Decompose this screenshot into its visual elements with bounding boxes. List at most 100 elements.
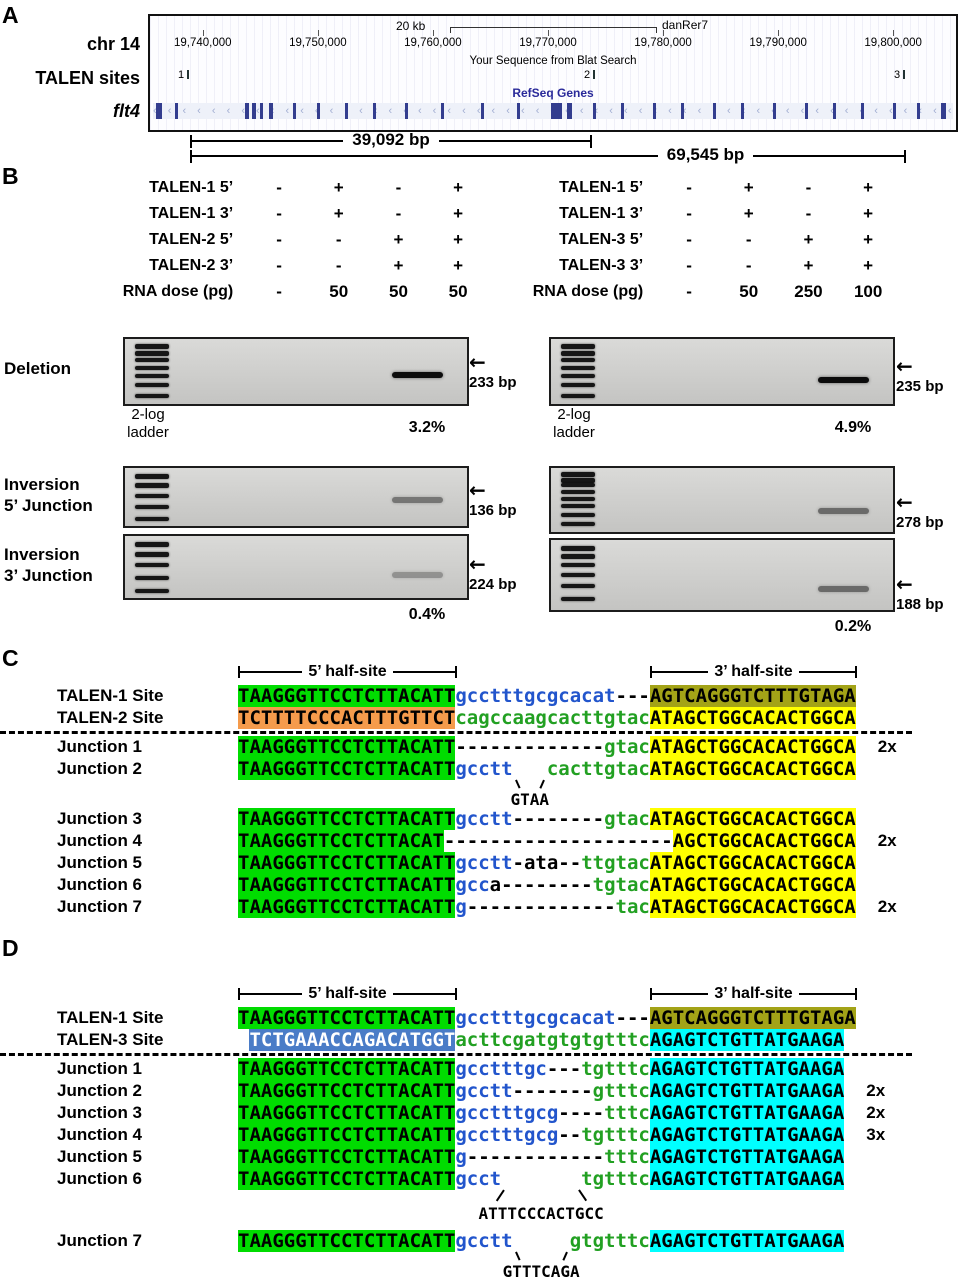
insertion-line-right-icon <box>539 779 545 789</box>
ladder-band <box>561 563 596 568</box>
half-site-header-5prime: 5’ half-site <box>238 663 457 681</box>
condition-value: + <box>863 256 874 275</box>
panel-c-letter: C <box>2 645 19 671</box>
exon-block <box>713 103 716 119</box>
exon-block <box>293 103 296 119</box>
sequence: TAAGGGTTCCTCTTACATT gcctt ------- gtttc AGAG… <box>238 1080 845 1102</box>
bracket-end-tick <box>455 666 457 678</box>
alignment-row: Junction 1 TAAGGGTTCCTCTTACATT gcctttgc ---… <box>0 1058 965 1080</box>
deletion-label: Deletion <box>4 359 72 378</box>
sequence-segment: ttgtac <box>581 852 650 874</box>
condition-value: - <box>276 178 282 197</box>
sequence-segment: ---- <box>558 1102 605 1124</box>
bracket-line <box>652 993 709 995</box>
alignment-row: Junction 3 TAAGGGTTCCTCTTACATT gcctttgcg --… <box>0 1102 965 1124</box>
sequence-segment: ATAGCTGGCACACTGGCA <box>649 852 856 874</box>
sequence-segment: AGAGTCTGTTATGAAGA <box>649 1029 845 1051</box>
scale-bar <box>450 27 657 33</box>
sequence-segment: TAAGGGTTCCTCTTACATT <box>238 1146 456 1168</box>
exon-block <box>405 103 408 119</box>
alignment-panel-c: TALEN-1 Site TAAGGGTTCCTCTTACATT gcctttgcg… <box>0 685 965 918</box>
insertion-line-left-icon <box>495 1189 505 1202</box>
bracket-end-tick <box>190 134 192 148</box>
sequence-segment: gcctt <box>455 1230 513 1252</box>
injection-table-right: TALEN-1 5’ - + - + TALEN-1 3’ - + - + TALEN-3 5’ - -… <box>496 175 898 305</box>
gel-row-label-inversion-5: Inversion 5’ Junction <box>4 474 93 516</box>
exon-block <box>550 103 562 119</box>
ladder-band <box>561 512 596 517</box>
sequence-segment: TAAGGGTTCCTCTTACATT <box>238 852 456 874</box>
gel-image-inv3-right <box>549 538 895 612</box>
exon-block <box>773 103 776 119</box>
alignment-row-label: Junction 7 <box>57 1231 143 1250</box>
alignment-row-label: Junction 3 <box>57 809 143 828</box>
sequence-segment: TAAGGGTTCCTCTTACAT <box>238 830 444 852</box>
sequence-segment: gcctt <box>455 758 513 780</box>
condition-label: TALEN-1 5’ <box>559 179 644 196</box>
alignment-row: Junction 7 TAAGGGTTCCTCTTACATT gcctt GTTTCA… <box>0 1230 965 1280</box>
condition-value: 50 <box>739 282 759 301</box>
sequence-segment: TAAGGGTTCCTCTTACATT <box>238 758 456 780</box>
pcr-product-band <box>817 376 870 383</box>
gel-row-label-deletion: Deletion <box>4 358 71 379</box>
insertion-gap: ATTTCCCACTGCC <box>479 1168 604 1223</box>
exon-block <box>373 103 376 119</box>
sequence-segment: tac <box>615 896 650 918</box>
talen-site-marker-1: 1 <box>178 69 190 81</box>
sequence-segment: ATAGCTGGCACACTGGCA <box>649 707 856 729</box>
panel-d-letter: D <box>2 935 19 961</box>
sequence-segment: AGAGTCTGTTATGAAGA <box>649 1102 845 1124</box>
condition-label: RNA dose (pg) <box>122 283 234 300</box>
inserted-sequence: GTTTCAGA <box>502 1262 580 1280</box>
distance-label: 69,545 bp <box>666 145 745 164</box>
sequence-segment: -- <box>558 1124 582 1146</box>
site-tick-icon <box>187 70 190 79</box>
left-arrow-icon: ← <box>469 552 486 576</box>
half-site-label: 5’ half-site <box>308 985 387 1002</box>
pcr-product-band <box>817 585 870 592</box>
band-annotation: ← 224 bp <box>469 552 517 593</box>
sequence: TAAGGGTTCCTCTTACAT -------------------- AG… <box>238 830 856 852</box>
condition-value: 50 <box>388 282 408 301</box>
coordinate-label: 19,780,000 <box>634 30 692 49</box>
exon-block <box>566 103 572 119</box>
bracket-end-tick <box>904 149 906 163</box>
alignment-row: Junction 4 TAAGGGTTCCTCTTACATT gcctttgcg --… <box>0 1124 965 1146</box>
sequence: TAAGGGTTCCTCTTACATT gcctt -------- gtac ATAG… <box>238 808 856 830</box>
condition-value: - <box>335 256 342 275</box>
efficiency-percentage: 4.9% <box>834 419 872 436</box>
condition-value: - <box>686 178 692 197</box>
condition-value: + <box>863 178 874 197</box>
sequence: TAAGGGTTCCTCTTACATT gcc a-------- tgtac ATAG… <box>238 874 856 896</box>
alignment-row-label: TALEN-2 Site <box>57 708 164 727</box>
inversion-label-line: Inversion <box>4 475 80 494</box>
exon-block <box>156 103 163 119</box>
bracket-end-tick <box>238 988 240 1000</box>
gel-image-inv3-left <box>123 534 469 600</box>
condition-value: 50 <box>448 282 468 301</box>
sequence-segment: gcctttgcgcacat <box>455 685 616 707</box>
bracket-line <box>192 154 658 158</box>
ladder-band <box>561 374 596 379</box>
sequence-segment: TAAGGGTTCCTCTTACATT <box>238 1007 456 1029</box>
bracket-line <box>798 671 855 673</box>
coordinate-ruler: 19,740,000 19,750,000 19,760,000 19,770,000… <box>150 30 956 49</box>
ladder-band <box>561 477 596 483</box>
ladder-band <box>561 383 596 388</box>
condition-value: 50 <box>329 282 349 301</box>
sequence-segment: tttc <box>604 1102 650 1124</box>
sequence: TAAGGGTTCCTCTTACATT gcctttgcg ---- tttc AGAG… <box>238 1102 845 1124</box>
ladder-label-line: 2-log <box>557 406 591 423</box>
panel-a-letter: A <box>2 2 19 28</box>
sequence-segment: gtac <box>604 736 650 758</box>
band-size-label: 136 bp <box>469 502 517 519</box>
alignment-row-label: Junction 6 <box>57 1169 143 1188</box>
coordinate-label: 19,770,000 <box>519 30 577 49</box>
sequence-segment: gcct <box>455 1168 502 1190</box>
ladder-band <box>135 383 170 388</box>
ladder-band <box>561 496 596 501</box>
sequence: TCTTTTCCCACTTTGTTCT cagccaagcacttgtac ATAG… <box>238 707 856 729</box>
inserted-sequence: ATTTCCCACTGCC <box>478 1204 604 1223</box>
exon-block <box>741 103 744 119</box>
site-number: 2 <box>584 69 591 81</box>
